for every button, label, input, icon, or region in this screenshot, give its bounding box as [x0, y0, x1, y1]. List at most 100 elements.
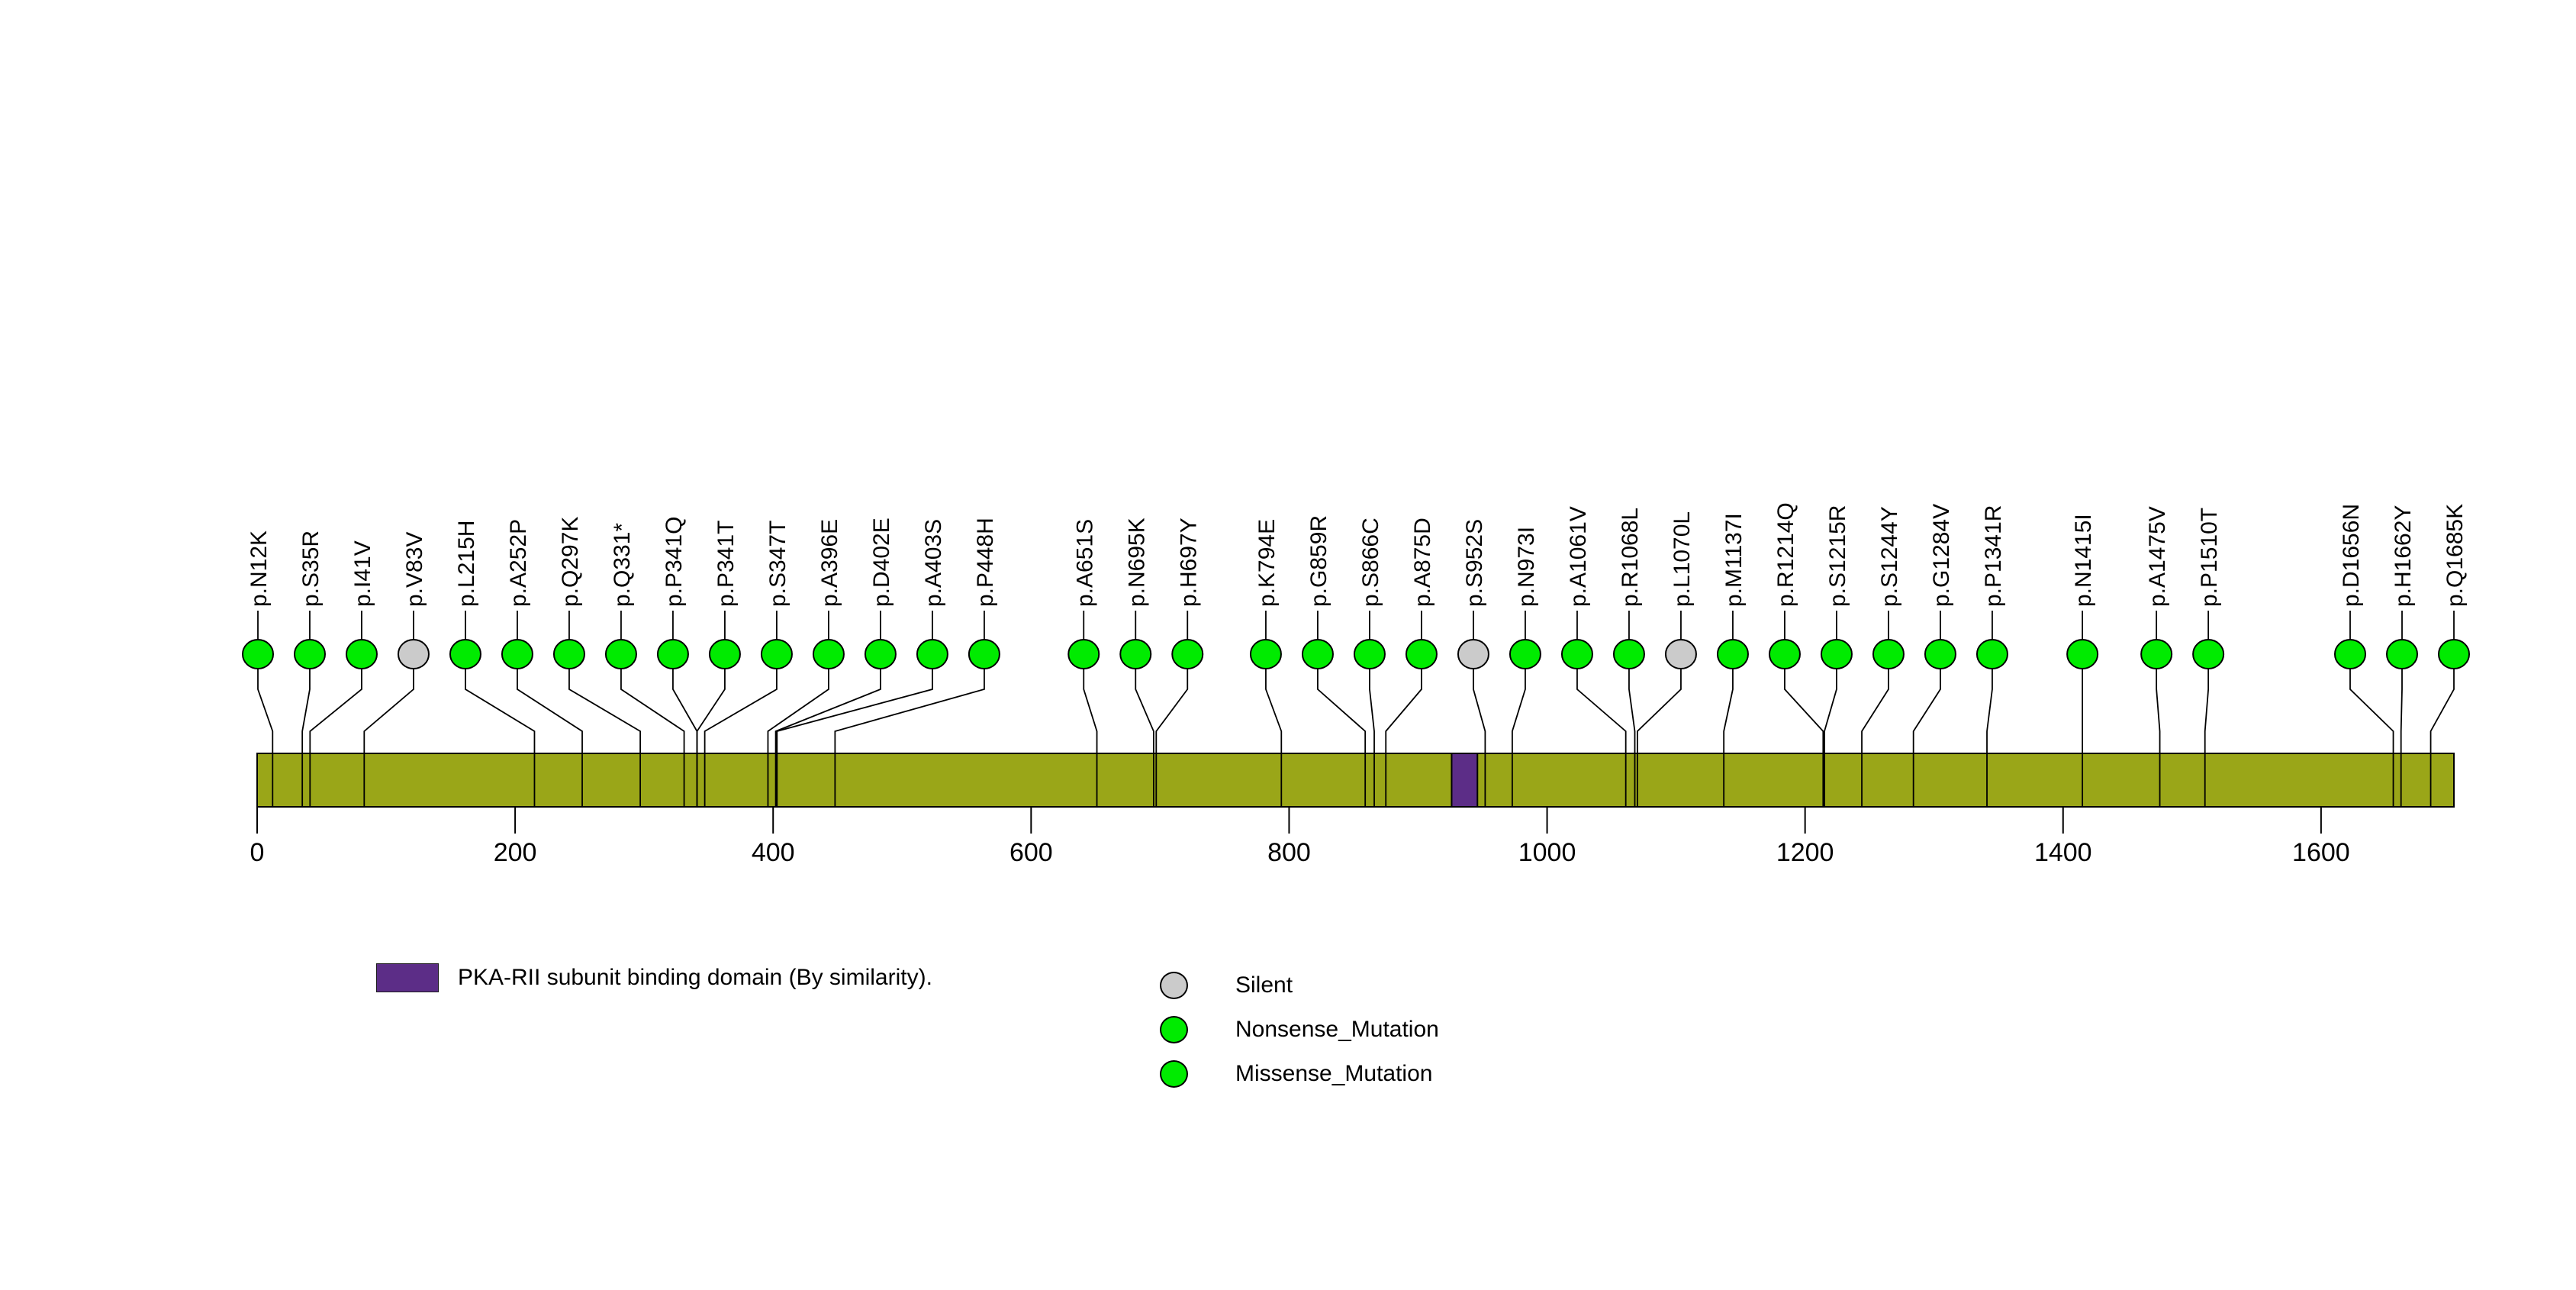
legend-circle-missense: [1160, 1060, 1188, 1088]
mutation-label-p.G859R: p.G859R: [1306, 515, 1331, 607]
axis-tick-label: 1200: [1776, 838, 1834, 867]
lollipop-circle-p.N1415I: [2066, 639, 2099, 669]
lollipop-connector: [834, 669, 985, 807]
lollipop-connector: [1628, 669, 1636, 807]
lollipop-connector: [309, 669, 362, 807]
mutation-label-p.A651S: p.A651S: [1072, 519, 1097, 607]
lollipop-connector: [1369, 669, 1375, 807]
mutation-label-p.N695K: p.N695K: [1124, 518, 1149, 607]
mutation-label-p.A403S: p.A403S: [921, 519, 946, 607]
mutation-label-p.Q1685K: p.Q1685K: [2442, 504, 2468, 607]
lollipop-circle-p.A1061V: [1560, 639, 1593, 669]
axis-tick-label: 1600: [2292, 838, 2350, 867]
lollipop-circle-p.N12K: [242, 639, 274, 669]
lollipop-circle-p.S347T: [760, 639, 793, 669]
lollipop-circle-p.A396E: [812, 639, 845, 669]
lollipop-circle-p.I41V: [345, 639, 378, 669]
mutation-label-p.N1415I: p.N1415I: [2071, 514, 2096, 607]
lollipop-circle-p.Q1685K: [2438, 639, 2470, 669]
lollipop-connector: [1265, 669, 1283, 807]
lollipop-connector: [1636, 669, 1682, 807]
lollipop-connector: [2156, 669, 2161, 807]
legend-row-missense: Missense_Mutation: [1160, 1052, 1439, 1096]
lollipop-connector: [1723, 669, 1734, 807]
lollipop-circle-p.R1214Q: [1768, 639, 1801, 669]
lollipop-connector: [2349, 669, 2394, 807]
lollipop-connector: [1576, 669, 1627, 807]
lollipop-circle-p.M1137I: [1716, 639, 1749, 669]
axis-tick-label: 600: [1009, 838, 1053, 867]
lollipop-connector: [1784, 669, 1824, 807]
legend-label-nonsense: Nonsense_Mutation: [1235, 1017, 1439, 1042]
axis-tick-label: 1000: [1518, 838, 1576, 867]
mutation-label-p.P448H: p.P448H: [973, 518, 998, 607]
lollipop-connector: [1861, 669, 1889, 807]
mutation-label-p.P341T: p.P341T: [713, 521, 739, 607]
axis-tick-label: 800: [1267, 838, 1311, 867]
lollipop-connector: [774, 669, 881, 807]
mutation-label-p.I41V: p.I41V: [350, 540, 375, 607]
lollipop-connector: [2429, 669, 2455, 807]
mutation-label-p.A252P: p.A252P: [506, 519, 531, 607]
lollipop-connector: [1824, 669, 1837, 807]
lollipop-circle-p.D402E: [864, 639, 897, 669]
legend-label-silent: Silent: [1235, 972, 1293, 998]
lollipop-connector: [1135, 669, 1154, 807]
legend-circle-silent: [1160, 972, 1188, 999]
domain-rect: [1451, 753, 1479, 808]
mutation-label-p.L215H: p.L215H: [454, 521, 479, 607]
legend-row-nonsense: Nonsense_Mutation: [1160, 1008, 1439, 1052]
lollipop-circle-p.H697Y: [1171, 639, 1204, 669]
lollipop-circle-p.P341T: [708, 639, 741, 669]
lollipop-circle-p.A1475V: [2140, 639, 2173, 669]
lollipop-circle-p.Q331*: [604, 639, 637, 669]
lollipop-connector: [301, 669, 311, 807]
lollipop-circle-p.H1662Y: [2386, 639, 2418, 669]
mutation-label-p.A396E: p.A396E: [817, 519, 842, 607]
lollipop-circle-p.P448H: [968, 639, 1000, 669]
lollipop-connector: [696, 669, 726, 807]
axis-tick-label: 400: [752, 838, 795, 867]
lollipop-connector: [1512, 669, 1526, 807]
lollipop-connector: [1385, 669, 1422, 807]
lollipop-circle-p.P1341R: [1975, 639, 2008, 669]
lollipop-circle-p.S866C: [1353, 639, 1386, 669]
lollipop-circle-p.A403S: [916, 639, 948, 669]
legend-circle-nonsense: [1160, 1016, 1188, 1043]
lollipop-circle-p.N695K: [1119, 639, 1152, 669]
legend-row-silent: Silent: [1160, 963, 1439, 1008]
lollipop-circle-p.Q297K: [552, 639, 585, 669]
axis-tick-label: 1400: [2034, 838, 2092, 867]
mutation-label-p.N12K: p.N12K: [246, 531, 272, 607]
lollipop-connector: [2204, 669, 2210, 807]
lollipop-circle-p.P341Q: [656, 639, 689, 669]
protein-backbone-bar: [256, 753, 2455, 808]
lollipop-circle-p.V83V: [397, 639, 430, 669]
mutation-label-p.V83V: p.V83V: [402, 532, 427, 607]
lollipop-circle-p.G859R: [1301, 639, 1334, 669]
lollipop-circle-p.G1284V: [1924, 639, 1956, 669]
mutation-label-p.Q297K: p.Q297K: [558, 517, 583, 607]
mutation-label-p.P1510T: p.P1510T: [2197, 508, 2222, 607]
mutation-label-p.P341Q: p.P341Q: [662, 517, 687, 607]
lollipop-connector: [1912, 669, 1941, 807]
lollipop-connector: [2400, 669, 2403, 807]
lollipop-connector: [517, 669, 583, 807]
mutation-label-p.R1068L: p.R1068L: [1618, 508, 1643, 607]
lollipop-circle-p.N973I: [1509, 639, 1541, 669]
lollipop-circle-p.L215H: [449, 639, 481, 669]
lollipop-connector: [465, 669, 536, 807]
mutation-label-p.S952S: p.S952S: [1462, 519, 1487, 607]
mutation-label-p.D402E: p.D402E: [869, 518, 894, 607]
mutation-label-p.R1214Q: p.R1214Q: [1773, 502, 1798, 607]
lollipop-connector: [1155, 669, 1189, 807]
mutation-label-p.N973I: p.N973I: [1514, 527, 1539, 607]
lollipop-circle-p.S1215R: [1820, 639, 1853, 669]
lollipop-circle-p.A651S: [1067, 639, 1100, 669]
mutation-label-p.A1475V: p.A1475V: [2145, 506, 2170, 607]
mutation-label-p.H697Y: p.H697Y: [1176, 518, 1201, 607]
lollipop-connector: [776, 669, 933, 807]
lollipop-connector: [1473, 669, 1486, 807]
